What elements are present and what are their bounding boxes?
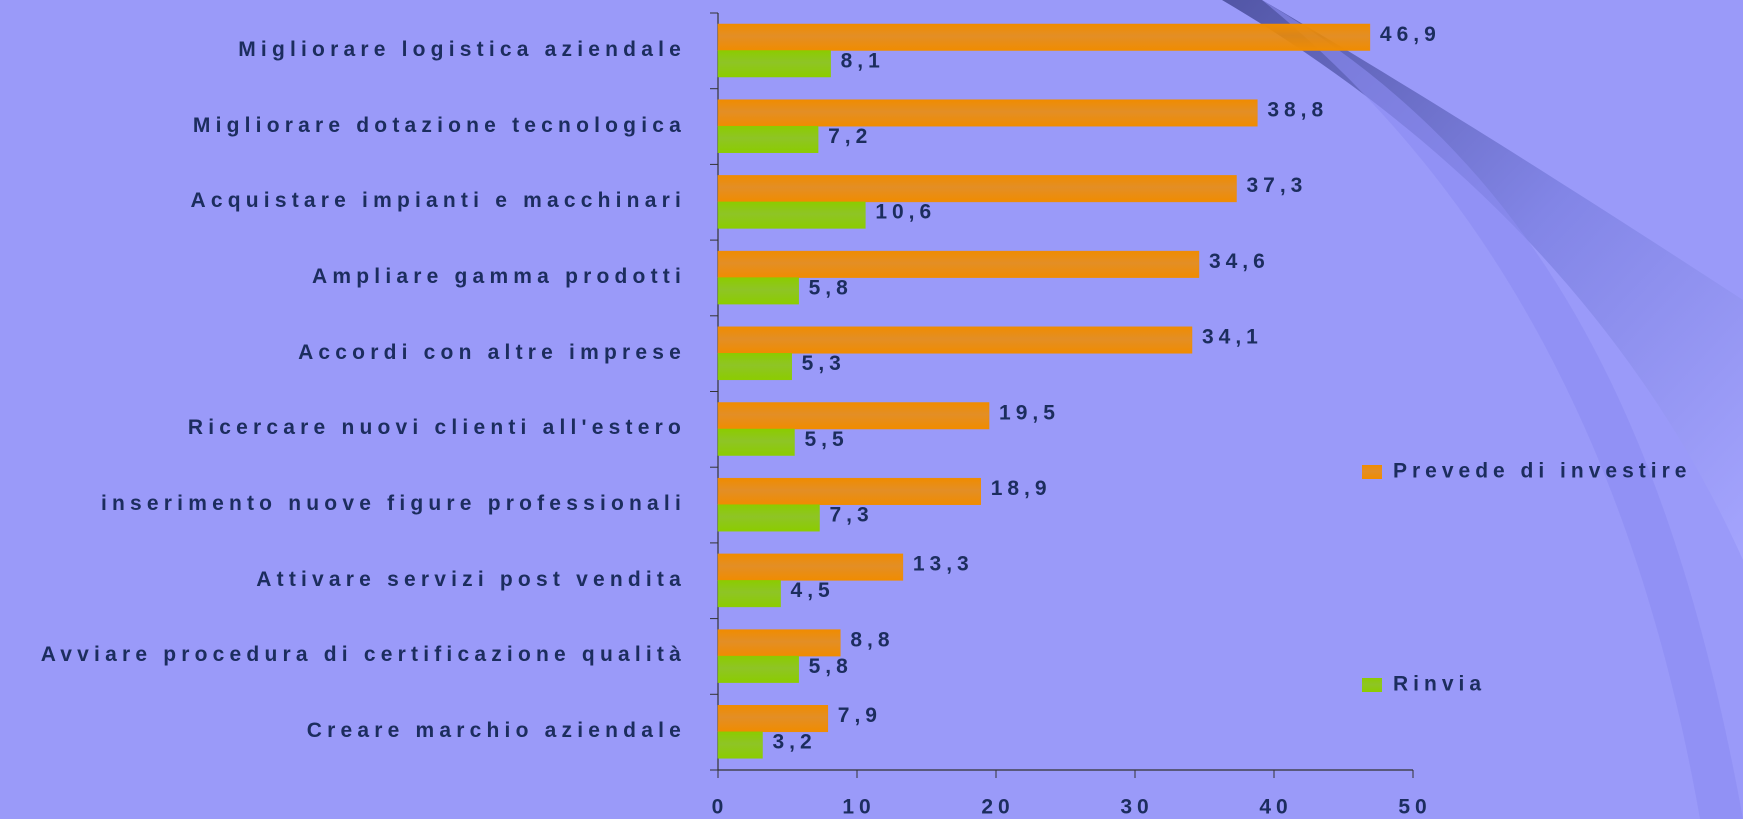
category-label: Acquistare impianti e macchinari [190,189,686,213]
value-label: 37,3 [1246,174,1307,197]
bar [717,326,1193,354]
bar [717,705,829,733]
value-label: 38,8 [1267,98,1328,121]
bar [717,553,904,581]
bar [717,353,792,381]
bar [717,250,1200,278]
value-label: 8,1 [841,49,885,72]
bar [717,504,820,532]
value-label: 8,8 [850,628,894,651]
bar [717,50,831,78]
category-label: Ricercare nuovi clienti all'estero [187,416,686,440]
value-label: 19,5 [999,401,1060,424]
value-label: 7,3 [829,503,873,526]
x-tick-label: 10 [842,796,875,819]
decoration [1222,0,1743,560]
bar [717,175,1237,203]
x-tick-label: 20 [981,796,1014,819]
category-label: Attivare servizi post vendita [256,567,686,591]
category-label: Migliorare dotazione tecnologica [192,113,686,137]
legend-label: Prevede di investire [1393,460,1691,483]
value-label: 46,9 [1380,23,1441,46]
value-label: 5,3 [802,352,846,375]
x-tick-label: 0 [712,796,729,819]
value-label: 4,5 [791,579,835,602]
value-label: 7,2 [828,125,872,148]
bar [717,428,795,456]
bar [717,580,781,608]
category-label: inserimento nuove figure professionali [100,492,686,516]
legend-label: Rinvia [1393,673,1486,696]
value-label: 5,8 [809,655,853,678]
bar [717,655,799,683]
value-label: 18,9 [991,477,1052,500]
bar [717,201,866,229]
category-label: Avviare procedura di certificazione qual… [40,643,686,667]
x-tick-label: 30 [1120,796,1153,819]
bar [717,125,819,153]
value-label: 5,8 [809,276,853,299]
x-tick-label: 40 [1259,796,1292,819]
value-label: 10,6 [875,201,936,224]
bar [717,277,799,305]
bar [717,629,841,657]
value-label: 13,3 [913,553,974,576]
bar [717,99,1258,127]
legend-swatch [1362,465,1382,479]
category-label: Accordi con altre imprese [298,340,686,364]
value-label: 3,2 [772,731,816,754]
bar [717,477,981,505]
value-label: 5,5 [804,428,848,451]
category-label: Creare marchio aziendale [306,719,686,743]
bar [717,23,1371,51]
decoration [1262,0,1743,819]
value-label: 34,1 [1202,326,1263,349]
x-tick-label: 50 [1398,796,1431,819]
category-label: Migliorare logistica aziendale [238,37,686,61]
legend-swatch [1362,678,1382,692]
bar [717,402,990,430]
bar [717,731,763,759]
value-label: 7,9 [838,704,882,727]
value-label: 34,6 [1209,250,1270,273]
category-label: Ampliare gamma prodotti [312,264,686,288]
